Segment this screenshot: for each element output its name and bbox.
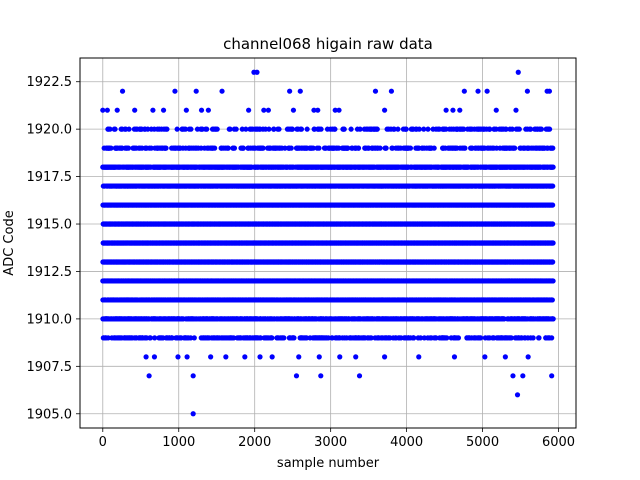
data-point <box>550 221 556 227</box>
chart-title: channel068 higain raw data <box>223 35 433 53</box>
data-points <box>100 69 556 417</box>
data-point <box>550 202 556 208</box>
data-point <box>550 278 556 284</box>
data-point <box>550 240 556 246</box>
data-point <box>550 259 556 265</box>
